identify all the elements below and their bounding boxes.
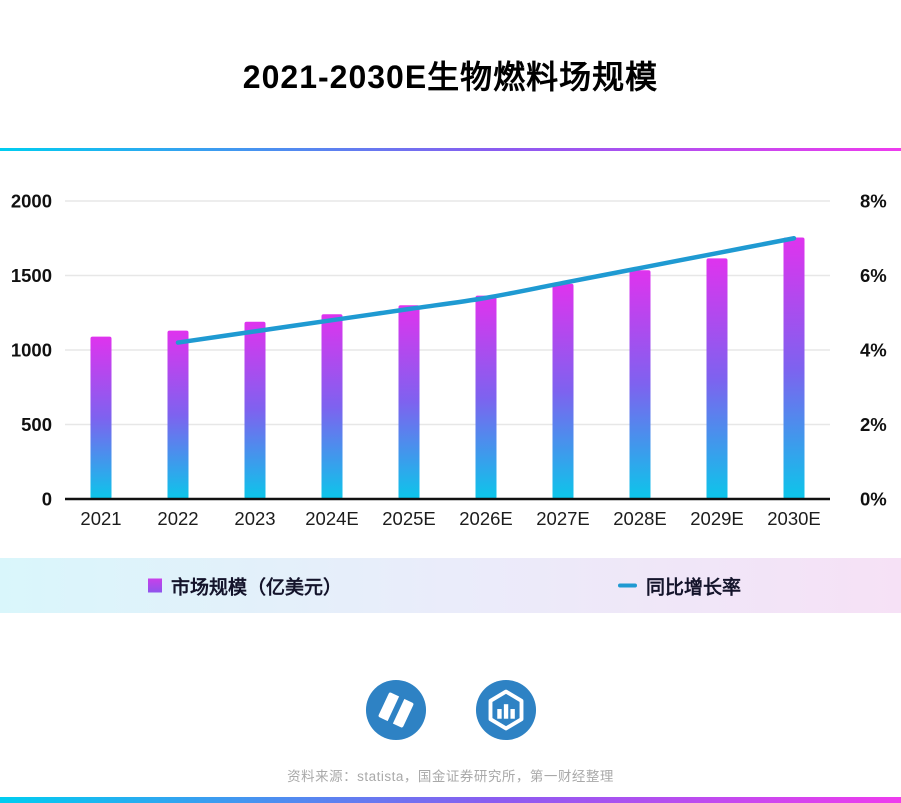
x-axis-label: 2027E: [536, 508, 590, 529]
combo-chart: 0 500 1000 1500 2000 0% 2% 4% 6% 8% 2021 2022 2023 20…: [0, 180, 901, 545]
line-series-label: 同比增长率: [646, 577, 742, 598]
x-axis-label: 2024E: [305, 508, 359, 529]
bar-2029E: [706, 258, 728, 499]
x-axis-label: 2021: [80, 508, 121, 529]
growth-rate-line: [175, 236, 797, 345]
gradient-bottom-bar: [0, 797, 901, 803]
combo-chart-svg: 0 500 1000 1500 2000 0% 2% 4% 6% 8% 2021 2022 2023 20…: [11, 191, 887, 530]
bar-2021: [90, 336, 112, 499]
left-axis-tick-label: 0: [42, 489, 52, 510]
legend-item-growth-rate: 同比增长率: [618, 572, 741, 599]
x-axis-label: 2025E: [382, 508, 436, 529]
source-text: 资料来源：statista，国金证券研究所，第一财经整理: [287, 769, 614, 784]
legend-item-market-size: 市场规模（亿美元）: [148, 572, 342, 599]
statista-logo-icon: [365, 679, 426, 741]
bar-2024E: [321, 314, 343, 499]
right-axis-tick-label: 6%: [860, 265, 887, 286]
chart-title: 2021-2030E生物燃料场规模: [242, 59, 659, 95]
gradient-divider: [0, 148, 901, 151]
bar-2023: [244, 321, 266, 499]
bar-2022: [167, 330, 189, 499]
left-axis-tick-label: 500: [21, 414, 52, 435]
right-axis-tick-label: 8%: [860, 191, 887, 212]
line-series-marker-icon: [618, 583, 637, 588]
x-axis-label: 2022: [157, 508, 198, 529]
x-axis-label: 2023: [234, 508, 275, 529]
left-axis-tick-label: 1000: [11, 340, 52, 361]
right-axis-tick-label: 4%: [860, 340, 887, 361]
bar-2028E: [629, 270, 651, 499]
bar-series-label: 市场规模（亿美元）: [171, 577, 343, 598]
x-axis-label: 2030E: [767, 508, 821, 529]
x-axis-label: 2029E: [690, 508, 744, 529]
left-axis-tick-label: 1500: [11, 265, 52, 286]
bar-2027E: [552, 283, 574, 499]
bar-2030E: [783, 237, 805, 499]
legend: 市场规模（亿美元） 同比增长率: [0, 558, 901, 613]
x-axis-label: 2026E: [459, 508, 513, 529]
yicai-logo-icon: [475, 679, 536, 741]
footer-logos: [0, 679, 901, 741]
x-axis-label: 2028E: [613, 508, 667, 529]
bar-series-marker-icon: [148, 578, 162, 593]
left-axis-tick-label: 2000: [11, 191, 52, 212]
bar-2025E: [398, 305, 420, 499]
bar-2026E: [475, 295, 497, 499]
right-axis-tick-label: 2%: [860, 414, 887, 435]
right-axis-tick-label: 0%: [860, 489, 887, 510]
